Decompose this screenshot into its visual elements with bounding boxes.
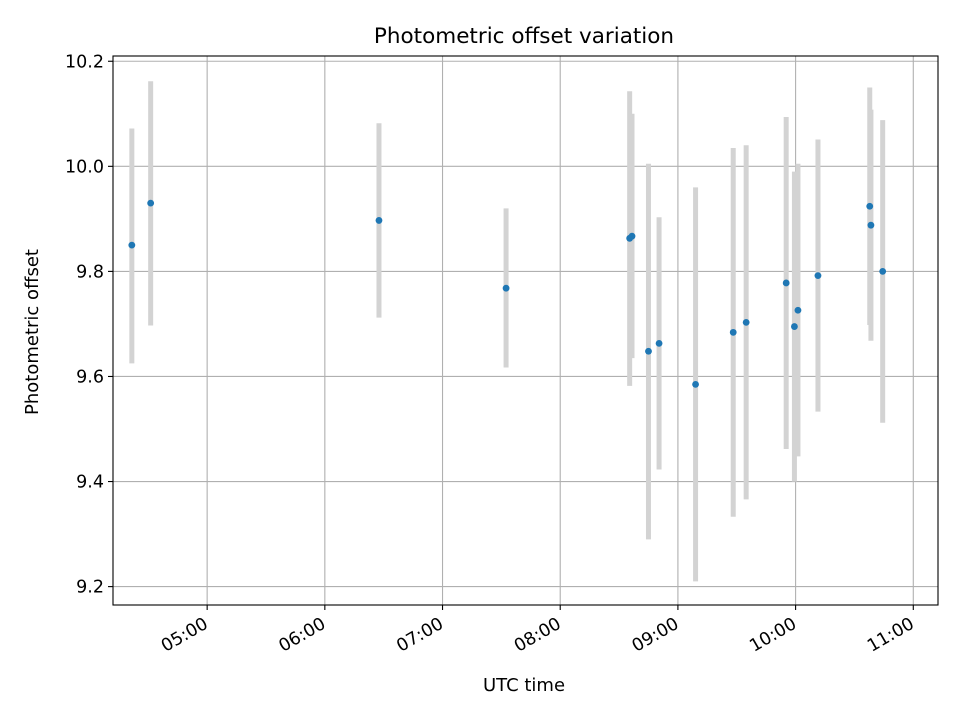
y-tick-label: 9.6: [76, 367, 104, 387]
plot-frame: [112, 55, 939, 606]
data-point: [128, 241, 136, 249]
data-point: [782, 279, 790, 287]
data-point: [791, 323, 798, 330]
y-tick-label: 10.2: [65, 52, 104, 72]
grid: [113, 56, 938, 605]
data-point: [794, 306, 802, 314]
data-point: [655, 339, 663, 347]
y-tick-label: 9.4: [76, 473, 104, 493]
data-point: [502, 284, 510, 292]
data-point: [628, 232, 636, 240]
y-tick-label: 9.2: [76, 578, 104, 598]
y-tick-label: 9.8: [76, 262, 104, 282]
data-point: [742, 318, 750, 326]
x-axis-title: UTC time: [483, 675, 565, 696]
y-tick-label: 10.0: [65, 157, 104, 177]
data-point: [375, 217, 383, 224]
data-point: [866, 202, 874, 210]
data-point: [879, 267, 887, 275]
data-point: [147, 199, 155, 207]
data-point: [814, 272, 822, 279]
data-point: [645, 347, 652, 355]
data-points: [128, 199, 887, 388]
data-point: [729, 328, 737, 336]
data-point: [692, 380, 699, 388]
chart-title: Photometric offset variation: [374, 24, 674, 49]
y-axis-title: Photometric offset: [22, 249, 43, 415]
data-point: [867, 221, 875, 229]
